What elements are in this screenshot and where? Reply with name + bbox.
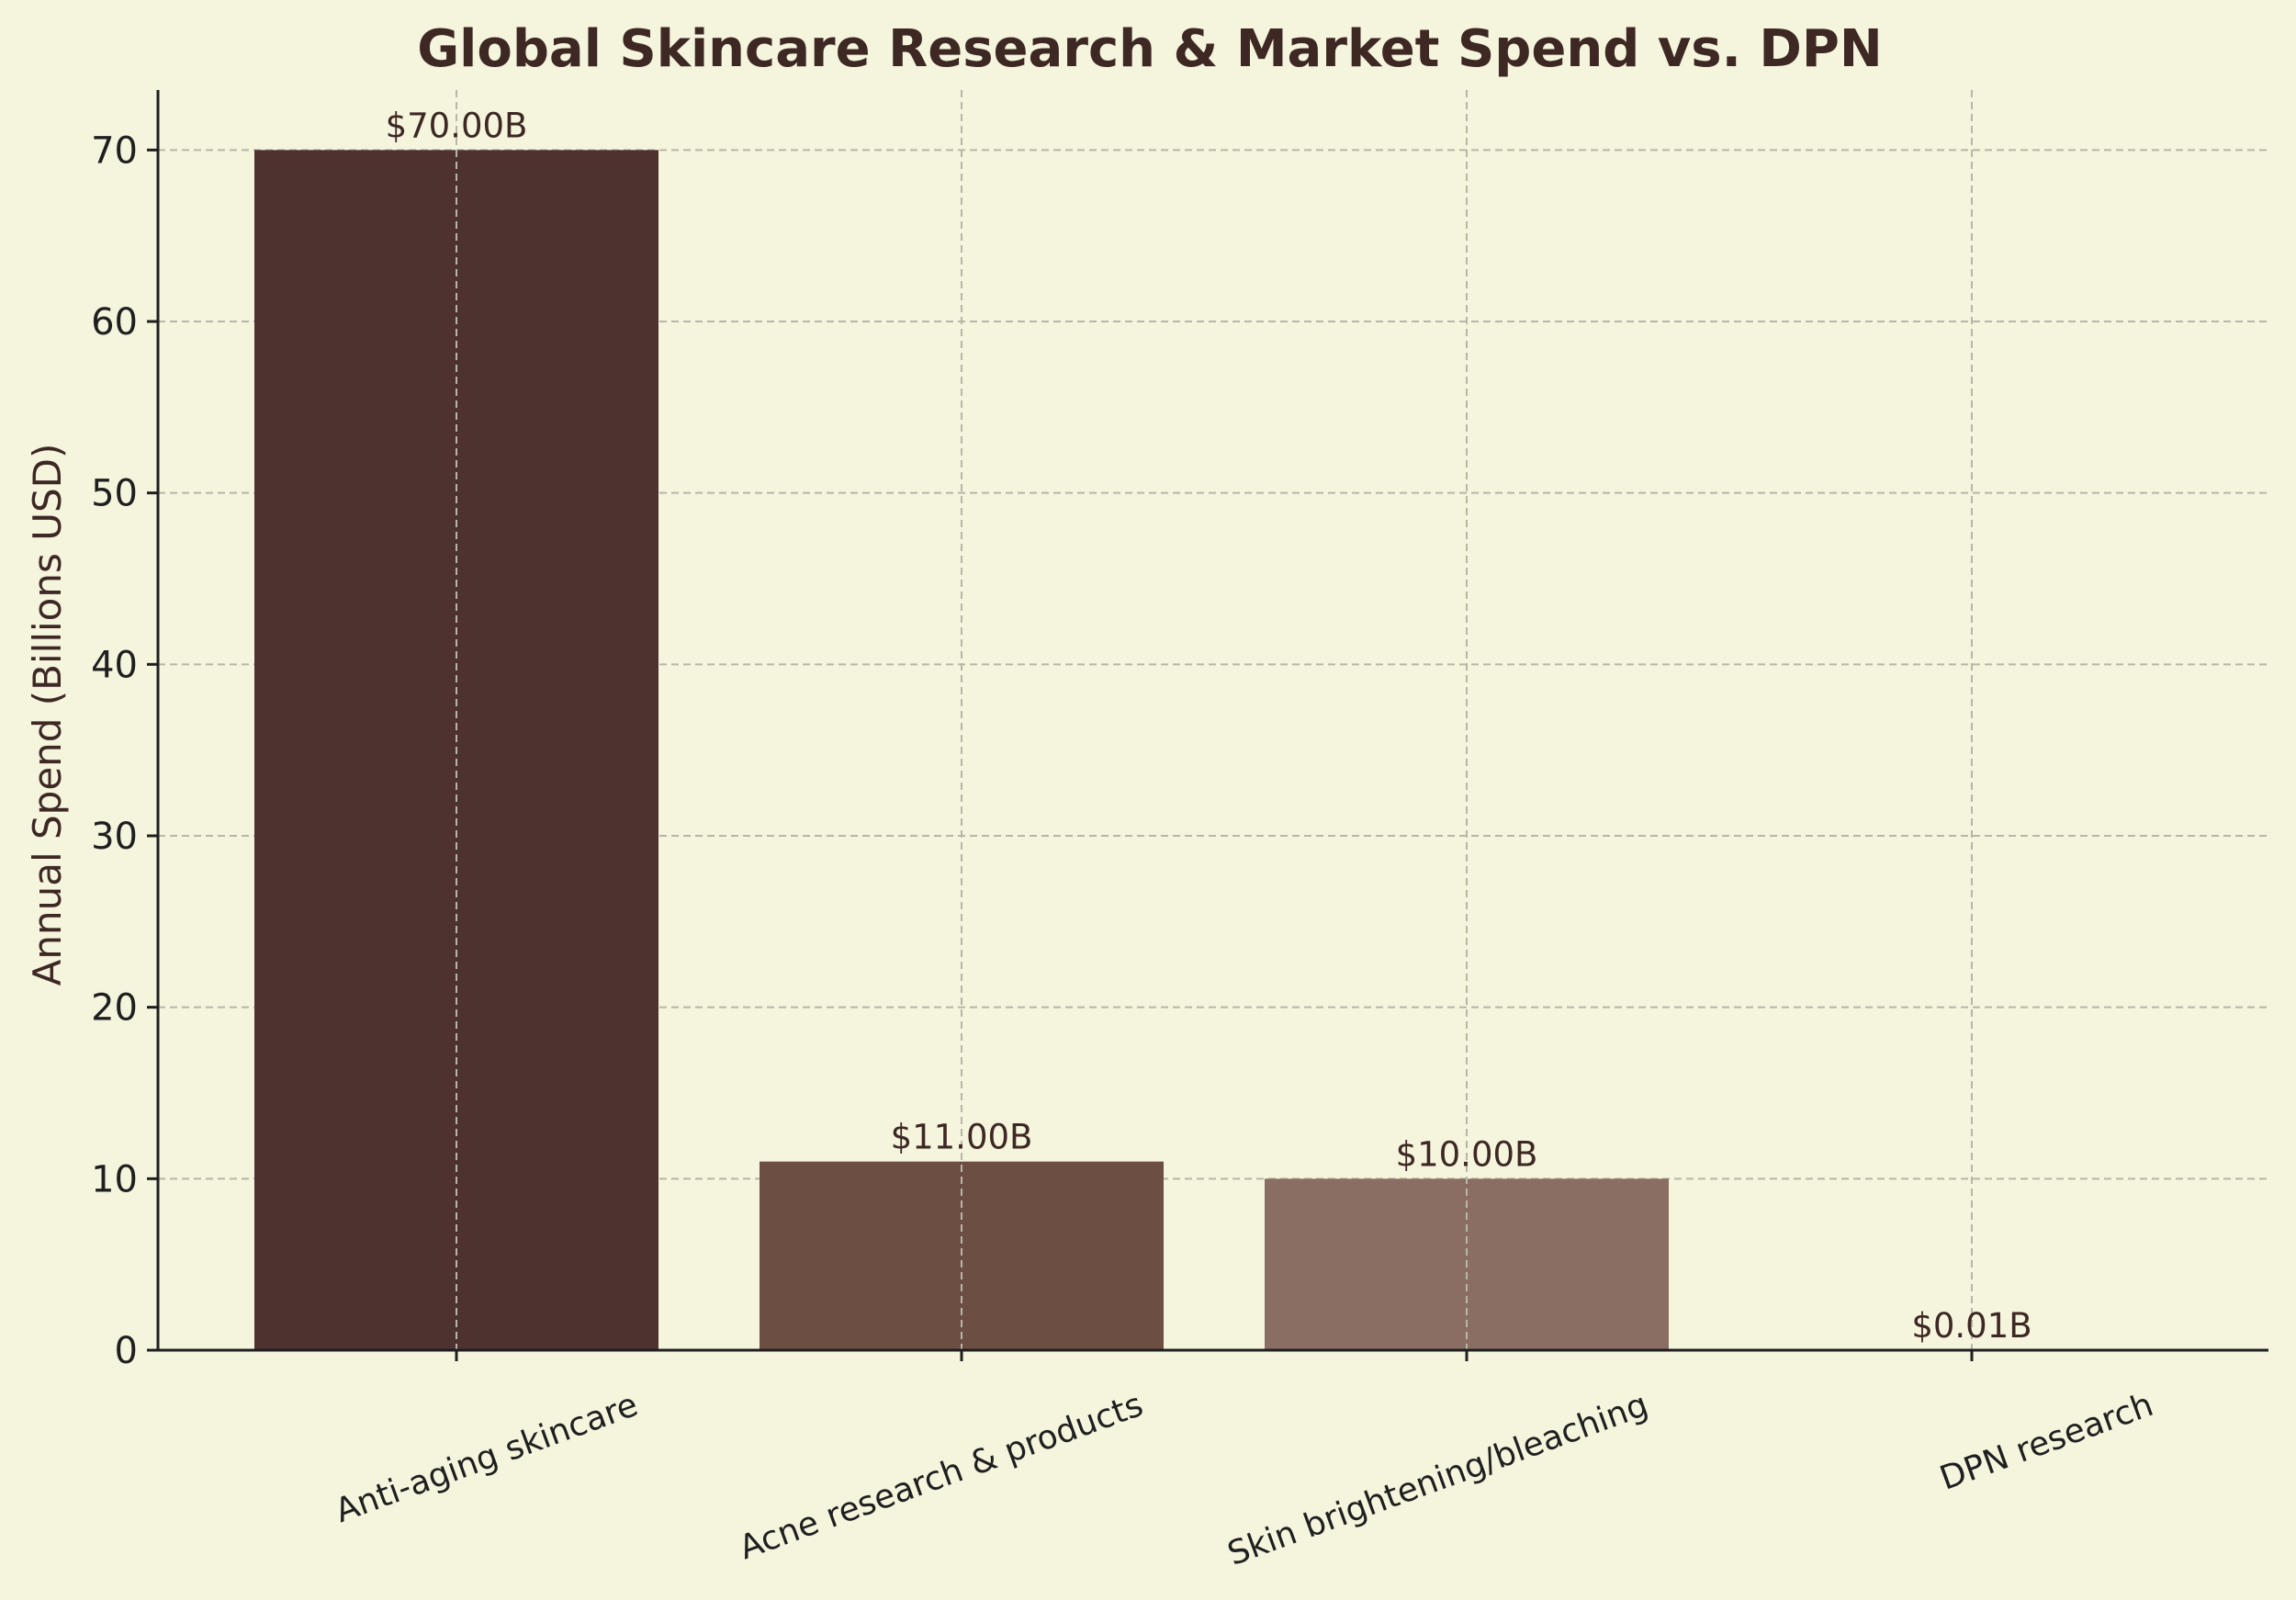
y-tick-label: 60 xyxy=(91,301,138,344)
y-tick-label: 40 xyxy=(91,644,138,686)
x-tick-label: Skin brightening/bleaching xyxy=(1223,1386,1653,1573)
x-tick-label: Acne research & products xyxy=(735,1386,1148,1567)
data-labels-layer: $70.00B $11.00B $10.00B $0.01B xyxy=(386,106,2032,1345)
data-label: $10.00B xyxy=(1396,1134,1538,1174)
x-tick-label: DPN research xyxy=(1935,1386,2158,1498)
y-tick-label: 0 xyxy=(115,1330,138,1372)
data-label: $11.00B xyxy=(891,1118,1033,1157)
y-tick-label: 70 xyxy=(91,130,138,172)
data-label: $0.01B xyxy=(1911,1306,2032,1346)
x-tick-label: Anti-aging skincare xyxy=(331,1386,643,1530)
y-tick-label: 50 xyxy=(91,473,138,515)
vertical-grid-layer xyxy=(456,90,1973,1350)
axes-layer xyxy=(156,90,2268,1352)
chart-title: Global Skincare Research & Market Spend … xyxy=(417,19,1883,79)
data-label: $70.00B xyxy=(386,106,528,145)
bars-layer xyxy=(254,150,2174,1351)
y-tick-label: 30 xyxy=(91,816,138,858)
y-axis-label: Annual Spend (Billions USD) xyxy=(25,444,70,986)
y-tick-label: 10 xyxy=(91,1158,138,1200)
y-tick-label: 20 xyxy=(91,987,138,1030)
